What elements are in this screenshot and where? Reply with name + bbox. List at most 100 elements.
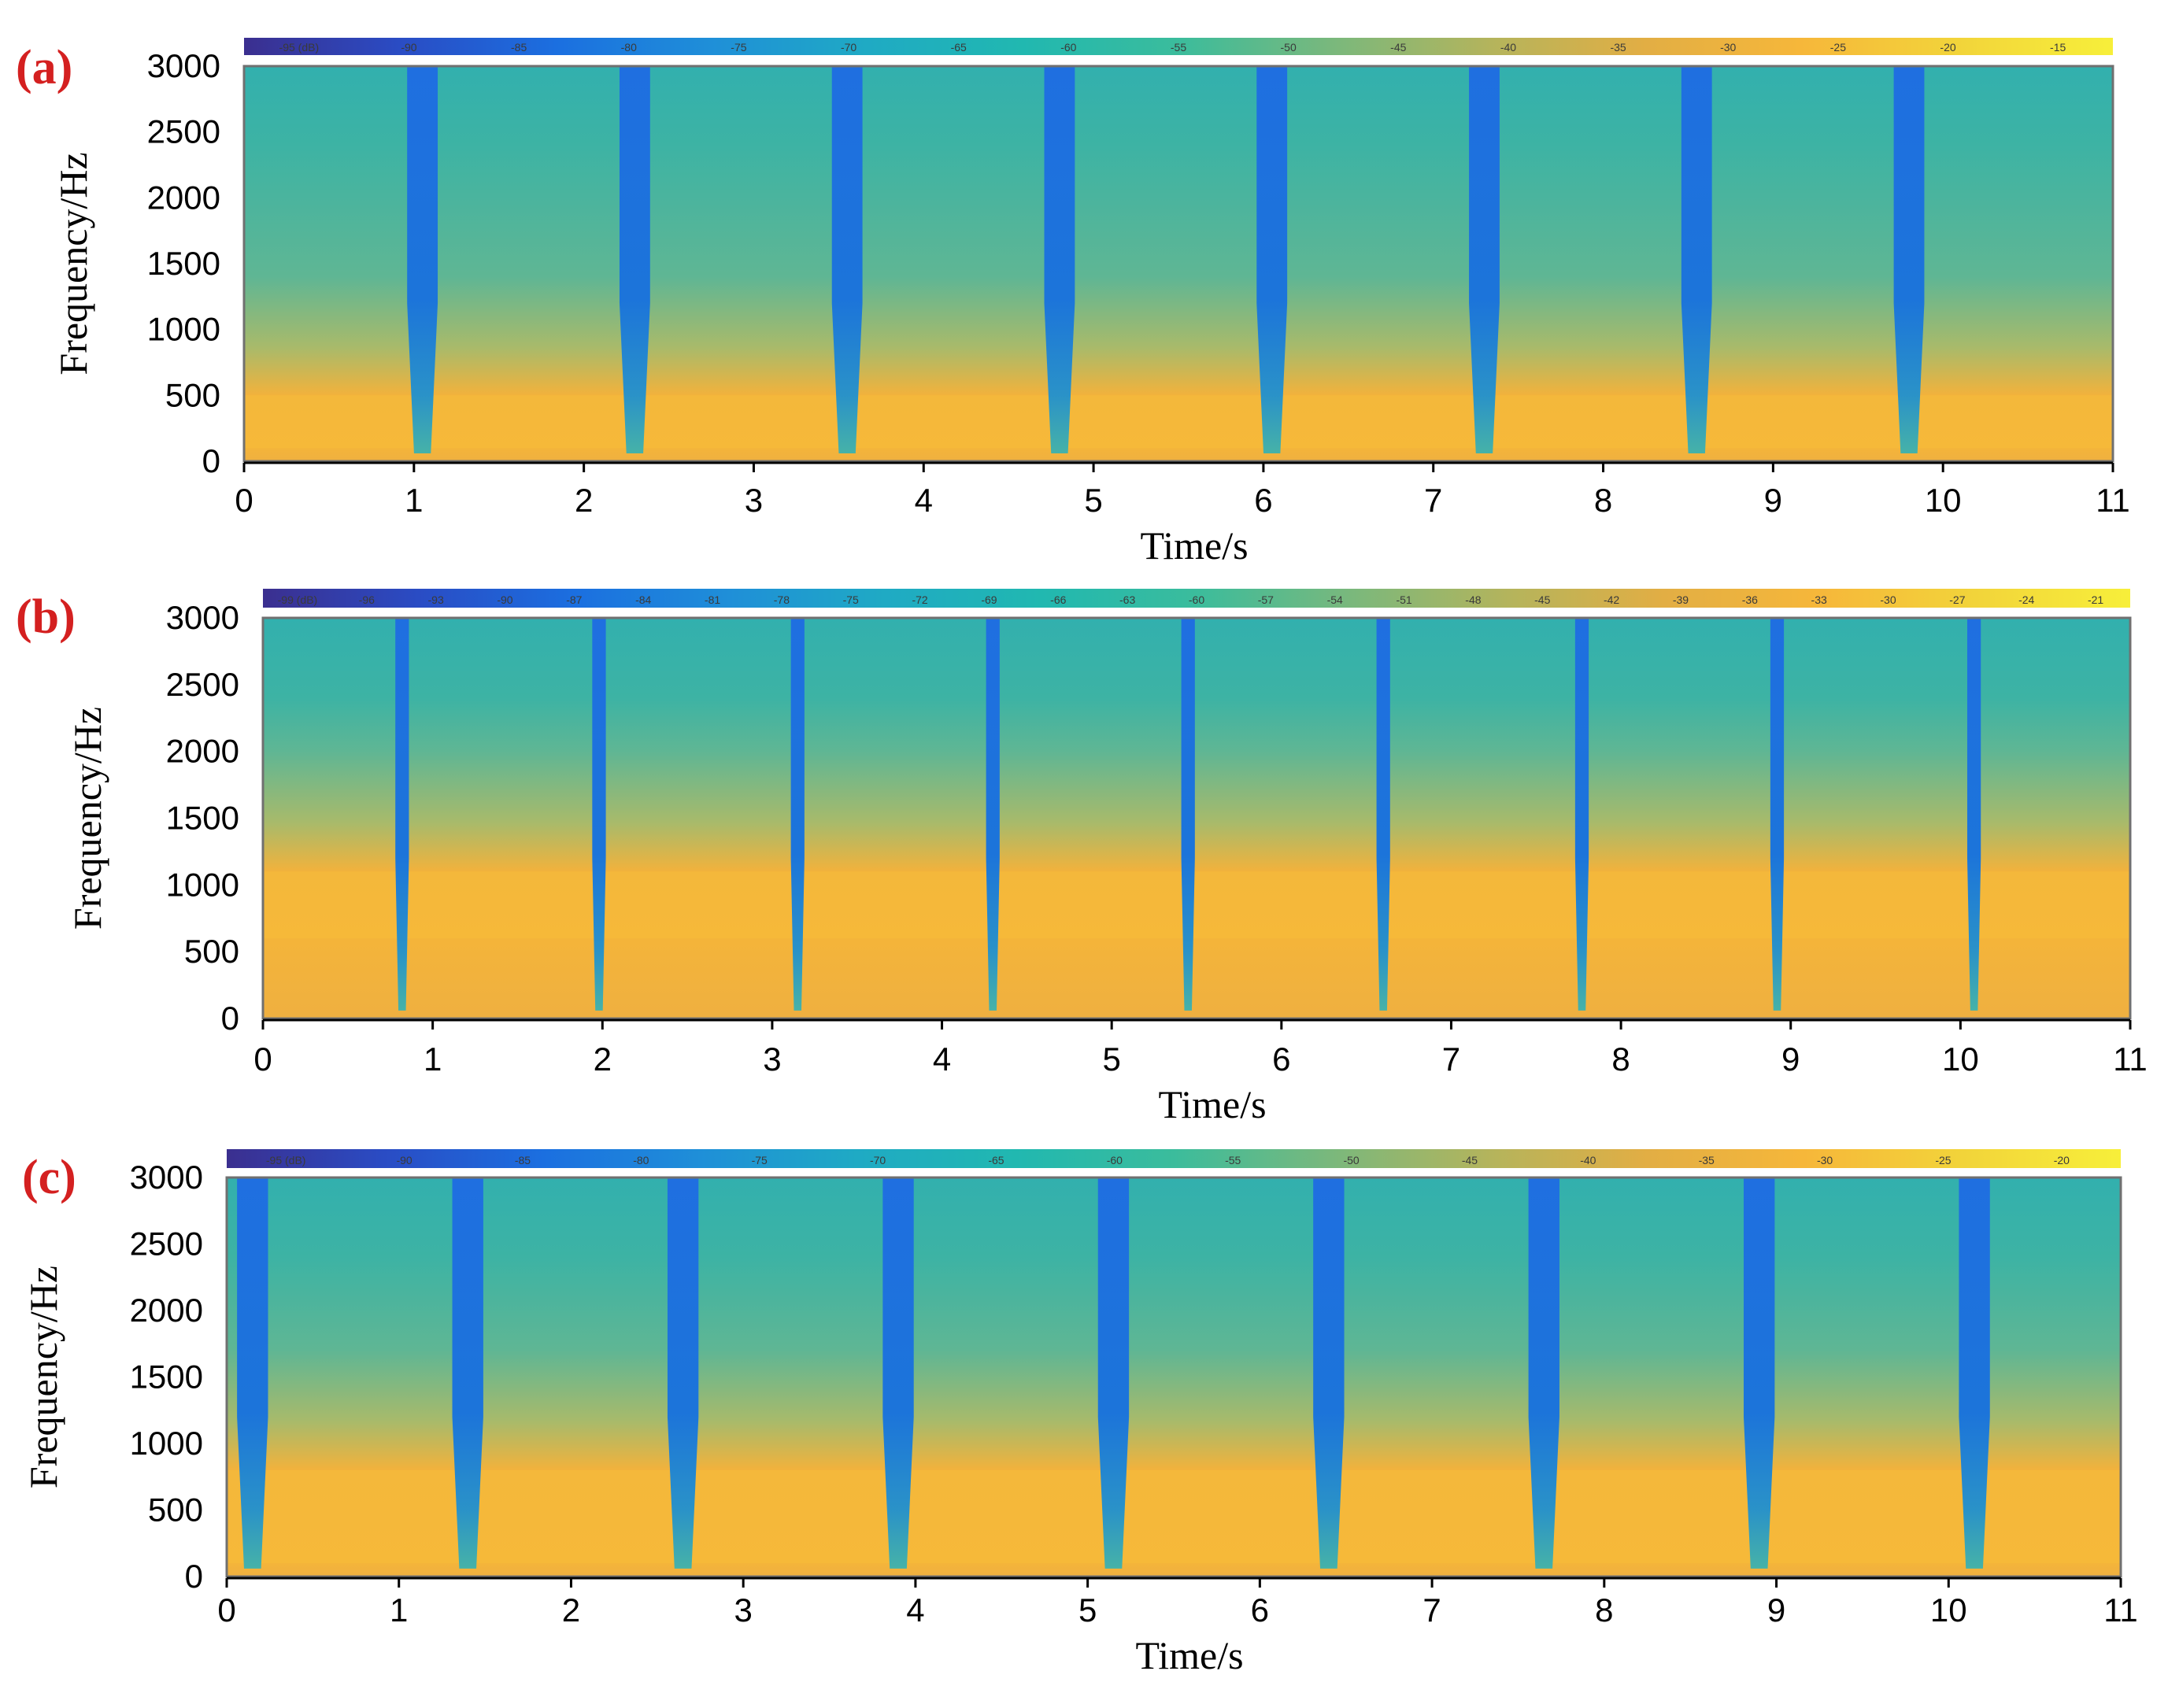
y-tick-label: 500 [165,376,220,413]
colorbar [244,38,2113,55]
x-tick-label: 4 [915,482,933,519]
y-tick-label: 0 [221,1000,239,1037]
low-energy-dip [1966,618,1981,1011]
y-tick-label: 0 [185,1558,203,1595]
colorbar-tick-label: -55 [1225,1154,1241,1166]
colorbar [263,589,2130,608]
x-tick-label: 8 [1595,1592,1613,1629]
colorbar-tick-label: -42 [1604,593,1619,606]
colorbar-tick-label: -27 [1949,593,1965,606]
y-tick-label: 1000 [166,866,239,903]
low-energy-dip [1376,618,1390,1011]
x-tick-label: 9 [1767,1592,1785,1629]
colorbar-tick-label: -85 [515,1154,531,1166]
colorbar-tick-label: -60 [1060,41,1076,54]
x-tick-label: 7 [1423,1592,1441,1629]
x-tick-label: 5 [1084,482,1102,519]
x-tick-label: 3 [745,482,763,519]
colorbar-tick-label: -40 [1500,41,1516,54]
x-tick-label: 8 [1611,1041,1630,1078]
y-tick-label: 3000 [166,599,239,636]
x-tick-label: 0 [235,482,253,519]
low-energy-dip [395,618,409,1011]
low-energy-dip [1097,1177,1130,1569]
heatmap-background [244,66,2113,461]
colorbar-tick-label: -25 [1830,41,1846,54]
colorbar-tick-label: -95 (dB) [266,1154,306,1166]
colorbar-tick-label: -99 (dB) [278,593,318,606]
x-tick-label: 10 [1942,1041,1979,1078]
low-energy-dip [1893,66,1925,453]
panel-label: (c) [22,1151,76,1204]
y-tick-label: 0 [202,442,220,479]
colorbar-tick-label: -15 [2050,41,2066,54]
x-tick-label: 11 [2113,1041,2148,1078]
colorbar-tick-label: -75 [731,41,746,54]
y-tick-label: 2500 [130,1226,203,1263]
x-tick-label: 11 [2096,482,2130,519]
low-energy-dip [986,618,1000,1011]
low-energy-dip [1574,618,1589,1011]
low-energy-dip [1770,618,1785,1011]
colorbar-tick-label: -66 [1050,593,1066,606]
colorbar-tick-label: -21 [2088,593,2103,606]
x-tick-label: 1 [424,1041,442,1078]
colorbar-tick-label: -63 [1119,593,1135,606]
low-energy-dip [882,1177,914,1569]
colorbar-tick-label: -65 [988,1154,1004,1166]
low-energy-dip [237,1177,268,1569]
x-tick-label: 2 [594,1041,612,1078]
y-axis-title: Frequency/Hz [21,1266,65,1488]
colorbar-tick-label: -90 [497,593,512,606]
spectrogram-panel-a: (a) -95 (dB) -90 -85 -80 -75 -70 -65 -60 -55 -50 -4… [16,38,2130,567]
y-axis-title: Frequency/Hz [65,707,109,930]
panel-label: (b) [16,590,76,644]
bright-band [244,395,2113,449]
colorbar-tick-label: -95 (dB) [279,41,320,54]
y-tick-label: 3000 [147,47,220,84]
y-tick-label: 500 [184,933,239,970]
low-energy-dip [1256,66,1288,453]
x-tick-label: 6 [1272,1041,1290,1078]
x-tick-label: 2 [562,1592,580,1629]
colorbar-tick-label: -45 [1534,593,1550,606]
y-tick-label: 1000 [130,1425,203,1462]
x-axis-title: Time/s [1140,523,1248,567]
plot-frame [261,616,2132,1020]
colorbar-tick-label: -40 [1580,1154,1596,1166]
plot-frame [242,65,2114,463]
x-tick-label: 7 [1424,482,1442,519]
colorbar-tick-label: -36 [1742,593,1758,606]
colorbar-tick-label: -54 [1327,593,1343,606]
colorbar-tick-label: -39 [1673,593,1689,606]
x-tick-label: 3 [734,1592,753,1629]
x-tick-label: 1 [405,482,423,519]
low-energy-dip [592,618,606,1011]
colorbar-tick-label: -51 [1396,593,1411,606]
colorbar-tick-label: -75 [843,593,859,606]
x-tick-label: 4 [906,1592,924,1629]
low-energy-dip [1959,1177,1990,1569]
colorbar-tick-label: -78 [774,593,790,606]
y-tick-label: 1500 [166,800,239,837]
spectrogram-panel-b: (b) -99 (dB) -96 -93 -90 -87 -84 -81 -78 -75 -72 -6… [16,589,2148,1126]
x-tick-label: 11 [2103,1592,2138,1629]
y-tick-label: 3000 [130,1159,203,1196]
colorbar-tick-label: -80 [621,41,637,54]
colorbar-tick-label: -30 [1880,593,1896,606]
colorbar [227,1149,2121,1168]
plot-frame [225,1176,2122,1578]
x-tick-label: 6 [1254,482,1272,519]
colorbar-tick-label: -60 [1107,1154,1123,1166]
y-axis-title: Frequency/Hz [51,152,95,375]
colorbar-tick-label: -35 [1699,1154,1715,1166]
low-energy-dip [667,1177,699,1569]
bright-band [263,871,2130,939]
low-energy-dip [619,66,650,453]
heatmap-background [263,618,2130,1019]
colorbar-tick-label: -60 [1189,593,1204,606]
low-energy-dip [1469,66,1500,453]
low-energy-dip [1681,66,1712,453]
y-tick-label: 2000 [166,733,239,770]
